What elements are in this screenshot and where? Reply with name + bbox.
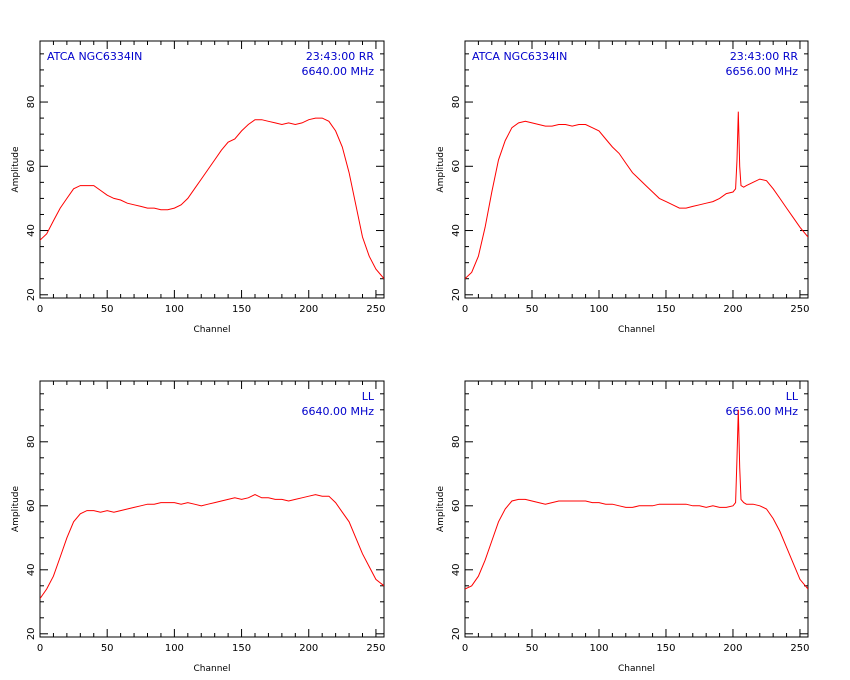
panel-top-right: 0 50 100 150 200 250 20 40 60 80 Channel Amplitude A… xyxy=(436,40,810,335)
y-tick-label: 80 xyxy=(451,96,462,109)
x-tick-label: 150 xyxy=(656,643,675,654)
x-tick-label: 50 xyxy=(101,643,114,654)
y-tick-label: 40 xyxy=(26,563,37,576)
spectrum-line xyxy=(40,494,384,599)
panel-bottom-left: 0 50 100 150 200 250 20 40 60 80 Channel Amplitude L… xyxy=(11,380,385,674)
panel-top-left: 0 50 100 150 200 250 20 40 60 80 Channel Amplitude A… xyxy=(11,40,385,335)
panel-bottom-right: 0 50 100 150 200 250 20 40 60 80 Channel Amplitude L… xyxy=(436,380,810,674)
panel-source-label: ATCA NGC6334IN xyxy=(47,50,142,63)
x-axis-label: Channel xyxy=(194,664,231,674)
y-tick-label: 80 xyxy=(26,96,37,109)
x-tick-label: 250 xyxy=(366,304,385,315)
x-tick-label: 200 xyxy=(299,643,318,654)
x-tick-label: 50 xyxy=(101,304,114,315)
y-tick-label: 40 xyxy=(451,224,462,237)
plot-frame xyxy=(464,380,809,638)
panel-frequency-label: 6656.00 MHz xyxy=(725,405,798,418)
x-tick-label: 0 xyxy=(462,643,468,654)
x-tick-label: 250 xyxy=(366,643,385,654)
y-tick-label: 60 xyxy=(451,499,462,512)
panel-frequency-label: 6640.00 MHz xyxy=(301,405,374,418)
x-tick-label: 250 xyxy=(790,643,809,654)
x-tick-label: 100 xyxy=(165,304,184,315)
y-axis-label: Amplitude xyxy=(436,146,446,193)
x-tick-label: 100 xyxy=(589,304,608,315)
x-tick-label: 200 xyxy=(723,304,742,315)
x-tick-label: 250 xyxy=(790,304,809,315)
spectrum-line xyxy=(40,117,384,280)
panel-frequency-label: 6656.00 MHz xyxy=(725,65,798,78)
x-axis-label: Channel xyxy=(618,664,655,674)
panel-time-polarization-label: 23:43:00 RR xyxy=(730,50,799,63)
y-axis-label: Amplitude xyxy=(11,146,21,193)
spectrum-line xyxy=(465,111,808,280)
y-tick-label: 60 xyxy=(451,160,462,173)
y-tick-label: 40 xyxy=(451,563,462,576)
y-axis-label: Amplitude xyxy=(11,485,21,532)
panel-time-polarization-label: LL xyxy=(362,390,375,403)
plot-frame xyxy=(464,40,809,299)
panel-source-label: ATCA NGC6334IN xyxy=(472,50,567,63)
y-tick-label: 80 xyxy=(26,435,37,448)
x-tick-label: 150 xyxy=(232,643,251,654)
spectrum-line xyxy=(465,409,808,590)
y-tick-label: 40 xyxy=(26,224,37,237)
x-tick-label: 100 xyxy=(165,643,184,654)
x-tick-label: 0 xyxy=(37,643,43,654)
y-tick-label: 60 xyxy=(26,499,37,512)
x-tick-label: 0 xyxy=(462,304,468,315)
x-tick-label: 50 xyxy=(526,643,539,654)
plot-frame xyxy=(39,380,385,638)
x-tick-label: 150 xyxy=(232,304,251,315)
y-tick-label: 80 xyxy=(451,435,462,448)
x-axis-label: Channel xyxy=(618,325,655,335)
x-axis-label: Channel xyxy=(194,325,231,335)
y-tick-label: 20 xyxy=(26,288,37,301)
x-tick-label: 0 xyxy=(37,304,43,315)
x-tick-label: 50 xyxy=(526,304,539,315)
x-tick-label: 150 xyxy=(656,304,675,315)
y-tick-label: 20 xyxy=(451,288,462,301)
y-tick-label: 60 xyxy=(26,160,37,173)
y-tick-label: 20 xyxy=(451,627,462,640)
panel-time-polarization-label: 23:43:00 RR xyxy=(306,50,375,63)
x-tick-label: 200 xyxy=(299,304,318,315)
y-axis-label: Amplitude xyxy=(436,485,446,532)
x-tick-label: 100 xyxy=(589,643,608,654)
panel-frequency-label: 6640.00 MHz xyxy=(301,65,374,78)
panel-time-polarization-label: LL xyxy=(786,390,799,403)
x-tick-label: 200 xyxy=(723,643,742,654)
plot-frame xyxy=(39,40,385,299)
y-tick-label: 20 xyxy=(26,627,37,640)
